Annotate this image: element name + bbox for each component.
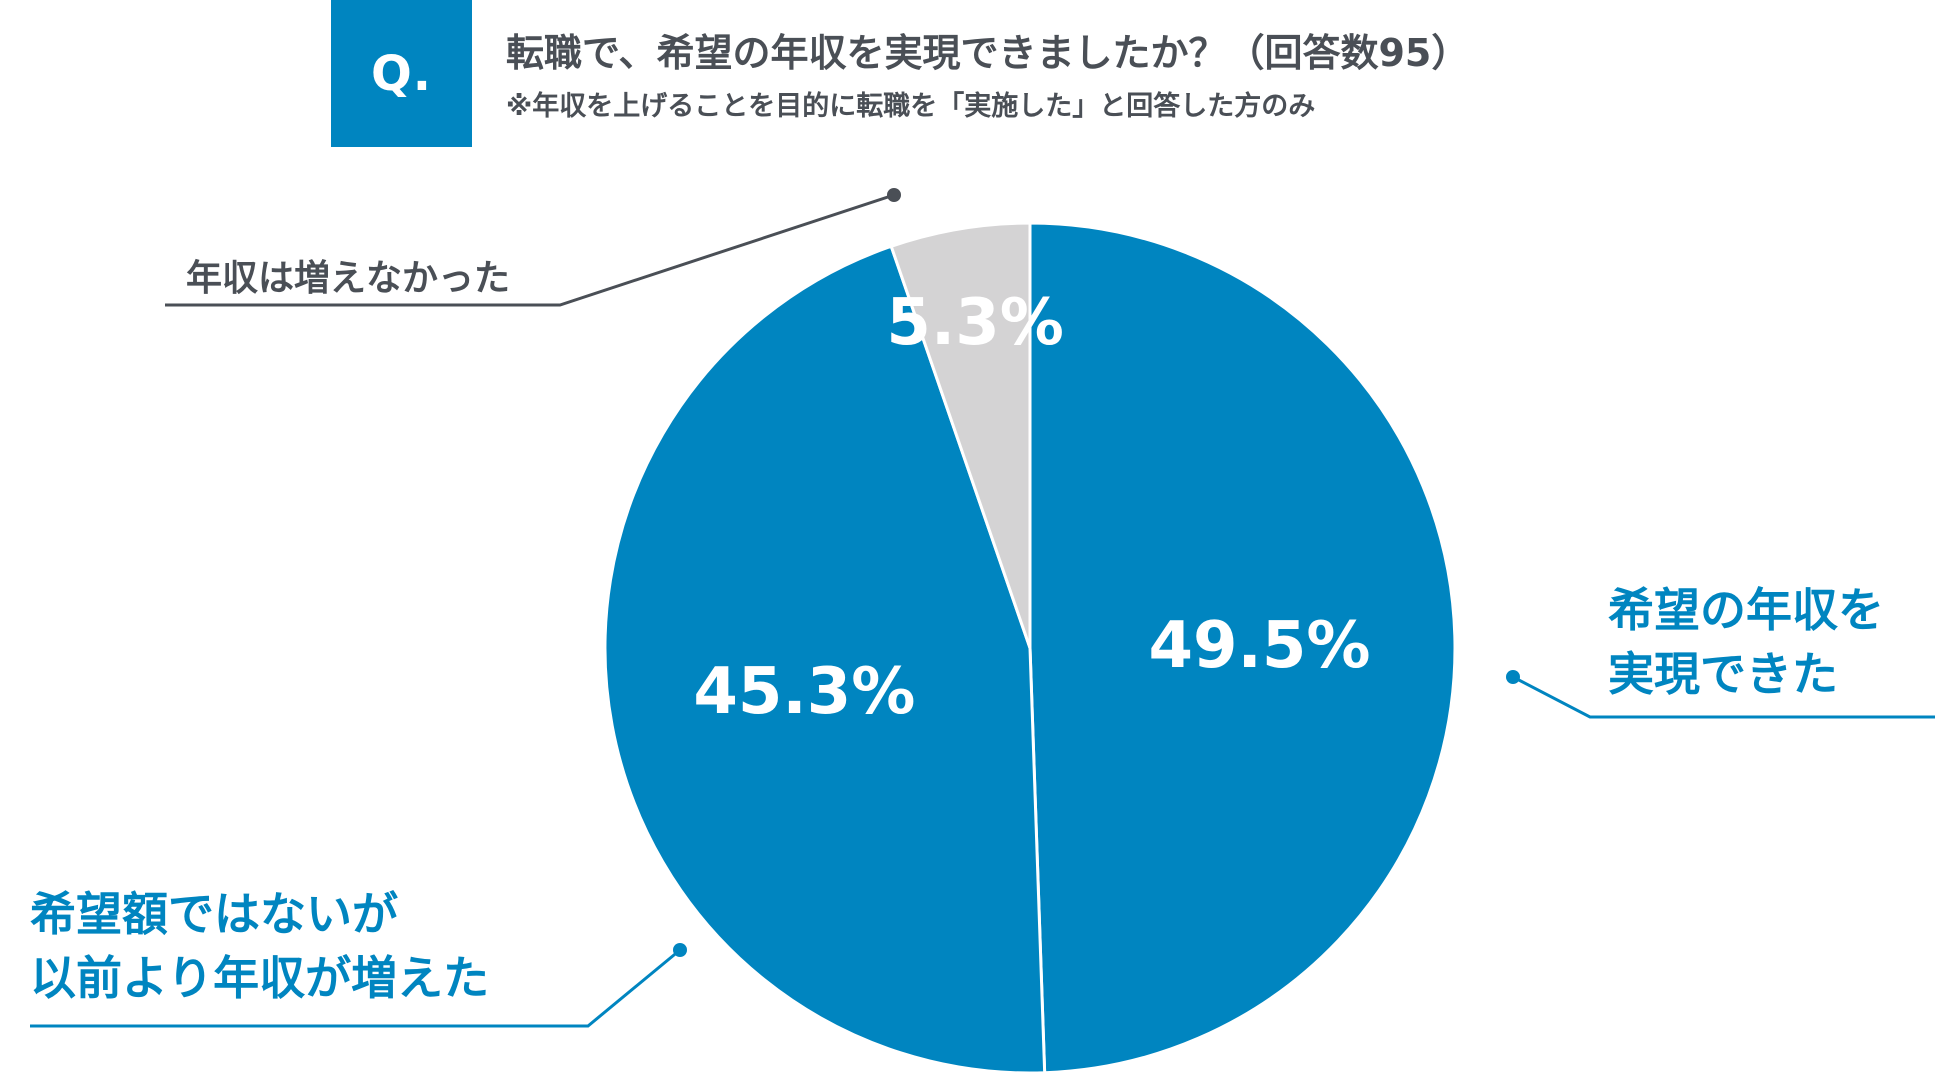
pie-value-label-increased: 45.3% <box>693 655 915 729</box>
question-badge: Q. <box>331 0 472 147</box>
pie-slice-not-increased <box>889 221 1032 649</box>
pie-value-labels: 49.5% 45.3% 5.3% <box>693 286 1370 729</box>
leader-dot-not-increased <box>887 188 901 202</box>
callout-label-increased: 希望額ではないが 以前より年収が増えた <box>30 882 489 1010</box>
pie-slices <box>603 221 1457 1075</box>
leader-dot-increased <box>673 943 687 957</box>
question-title: 転職で、希望の年収を実現できましたか？（回答数95） <box>506 31 1470 75</box>
callout-label-realized-line-2: 実現できた <box>1608 647 1838 701</box>
pie-slice-increased <box>603 244 1047 1075</box>
callout-label-realized: 希望の年収を 実現できた <box>1608 578 1884 706</box>
callout-label-increased-line-1: 希望額ではないが <box>30 887 398 941</box>
question-note: ※年収を上げることを目的に転職を「実施した」と回答した方のみ <box>506 91 1316 122</box>
callout-leaders <box>30 188 1935 1028</box>
callout-label-realized-line-1: 希望の年収を <box>1608 583 1884 637</box>
leader-line-increased <box>30 948 681 1028</box>
callout-label-increased-line-2: 以前より年収が増えた <box>30 951 490 1005</box>
pie-value-label-not-increased: 5.3% <box>886 286 1064 360</box>
question-badge-label: Q. <box>370 45 433 102</box>
pie-slice-realized <box>1028 221 1457 1075</box>
leader-line-realized <box>1512 675 1935 719</box>
callout-label-not-increased: 年収は増えなかった <box>186 249 510 301</box>
leader-dot-realized <box>1506 670 1520 684</box>
leader-line-not-increased <box>165 193 895 307</box>
pie-value-label-realized: 49.5% <box>1148 609 1370 683</box>
callout-label-not-increased-line-1: 年収は増えなかった <box>186 258 511 299</box>
